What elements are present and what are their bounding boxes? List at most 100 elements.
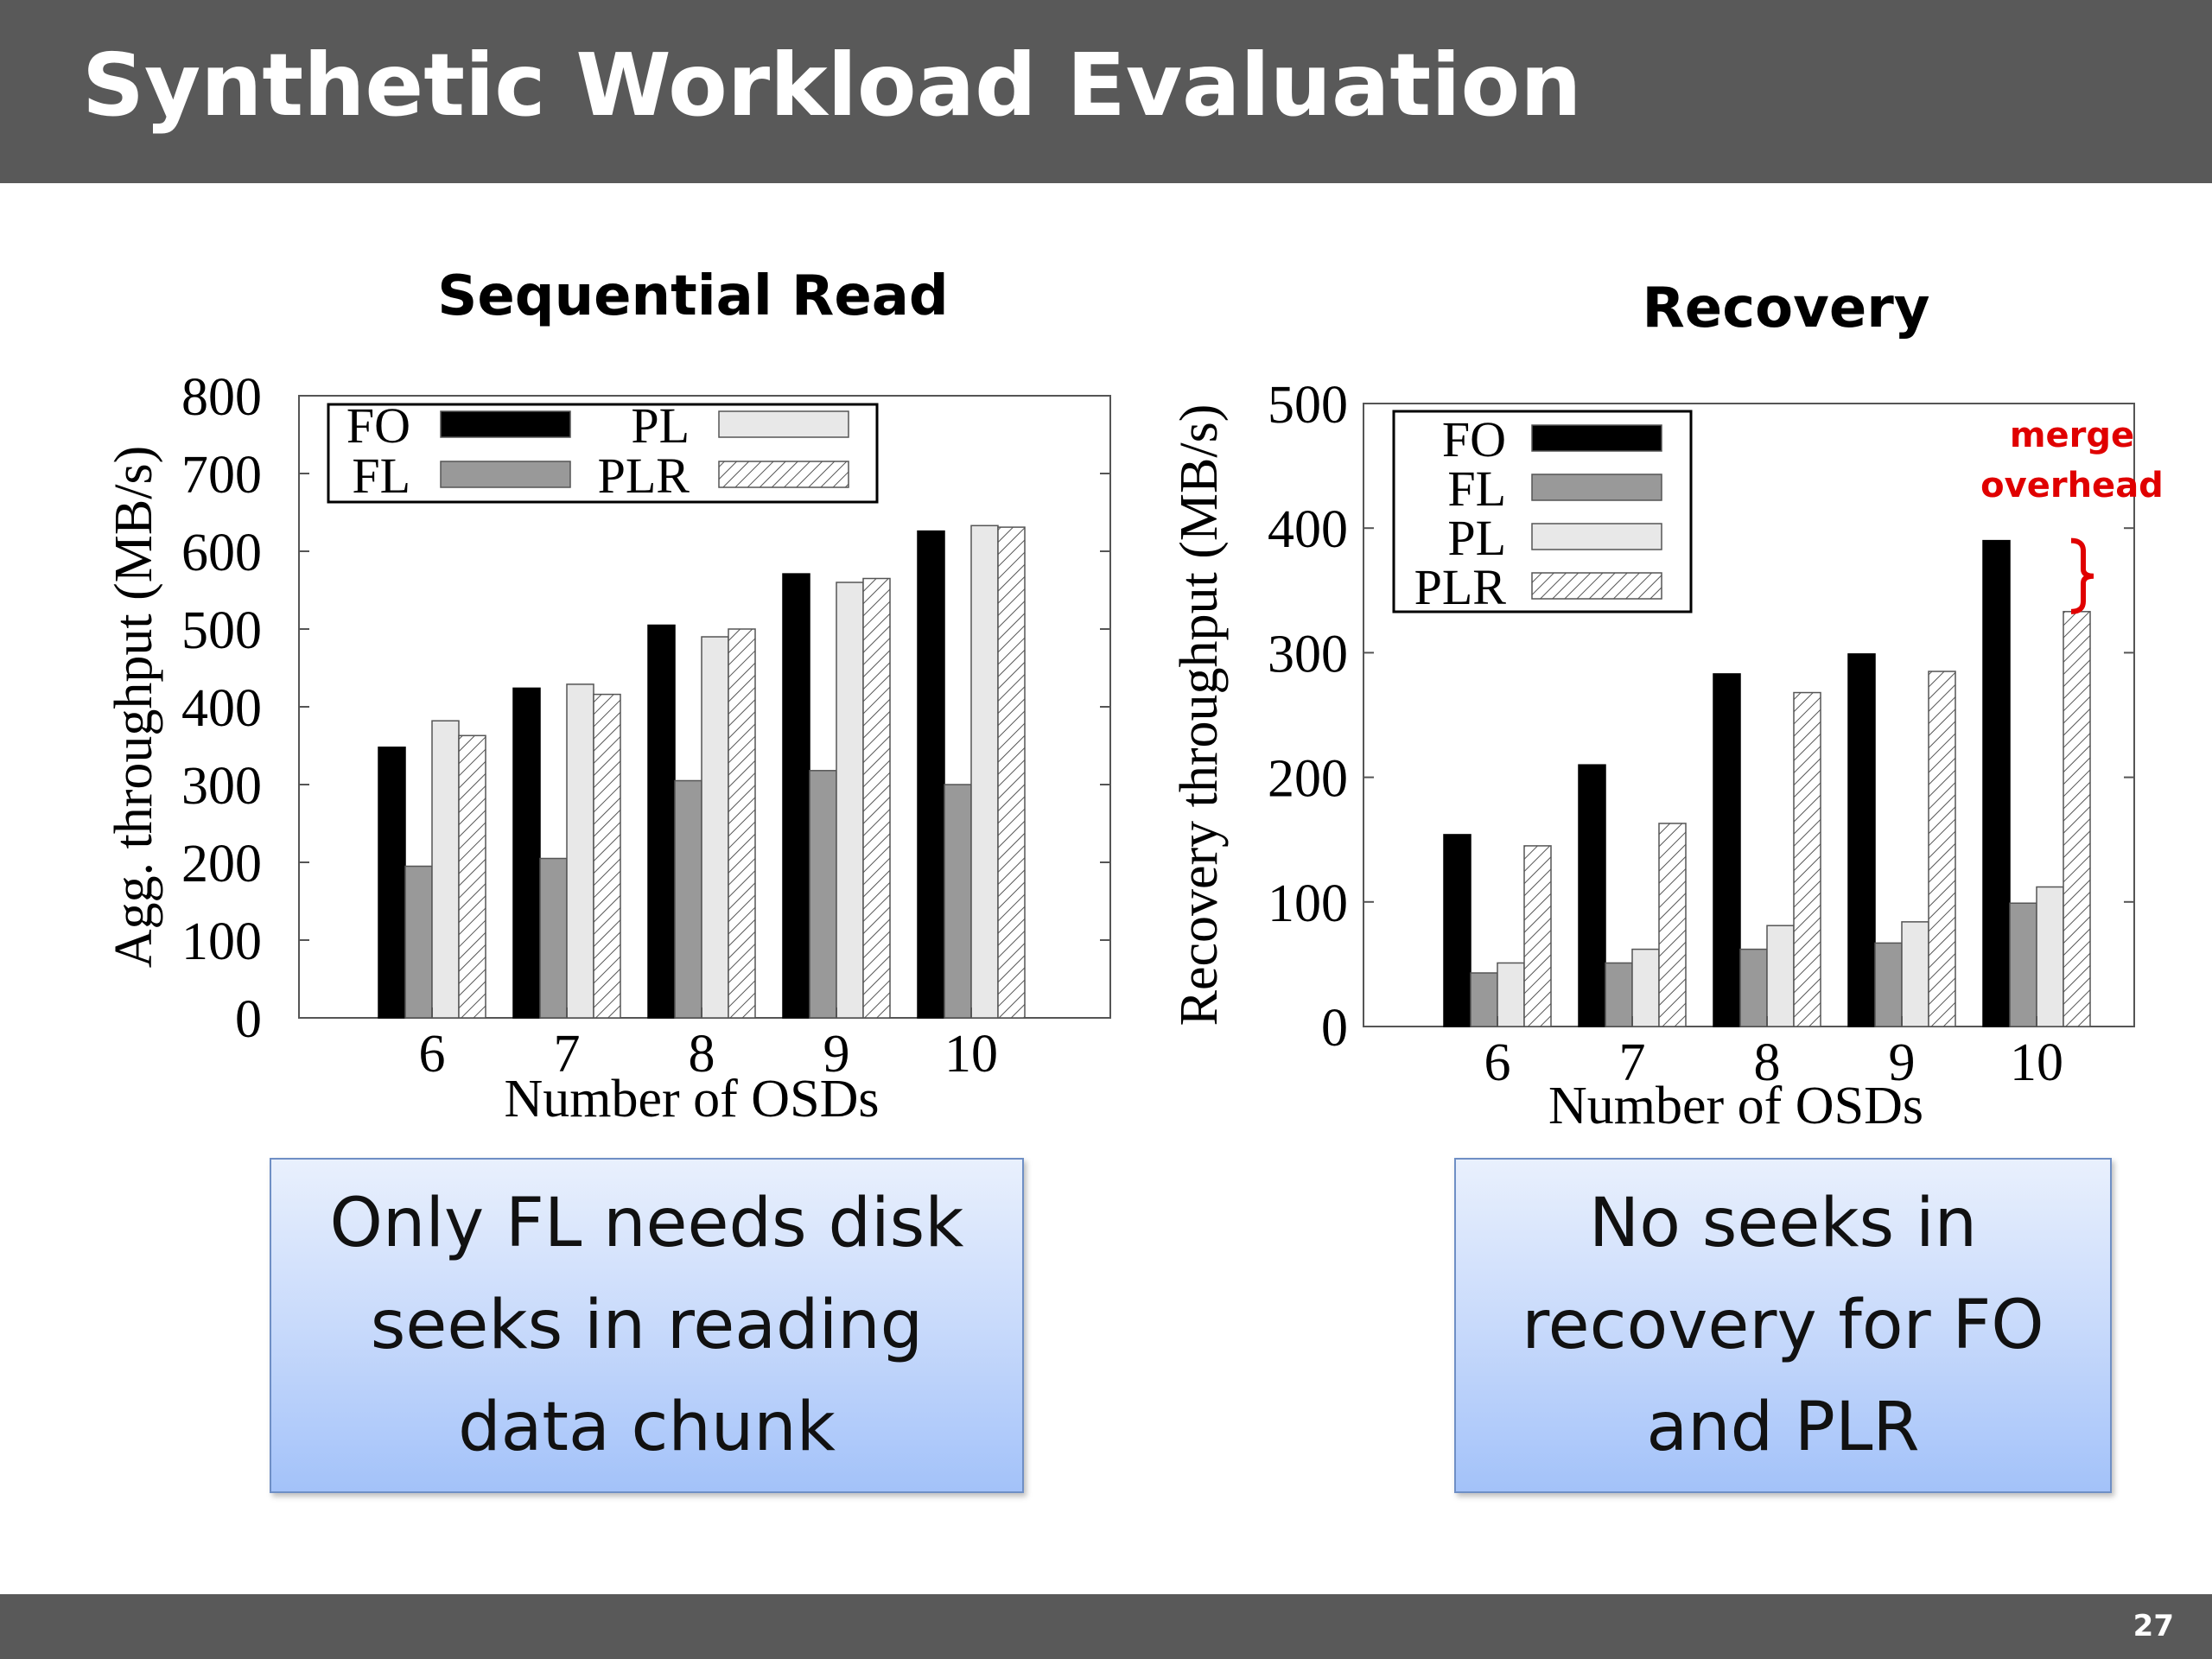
rec-bar-plr-6 [1523, 845, 1552, 1027]
callout-left: Only FL needs disk seeks in reading data… [270, 1158, 1024, 1493]
seq-bar-plr-7 [593, 693, 621, 1019]
rec-bar-plr-7 [1658, 823, 1687, 1027]
seq-bar-fl-6 [404, 865, 433, 1019]
rec-bar-fl-7 [1605, 962, 1633, 1027]
seq-bar-fl-7 [539, 857, 568, 1019]
seq-ytick-label: 600 [181, 524, 262, 582]
seq-legend-label-fo: FO [346, 397, 410, 454]
rec-legend-swatch-fo [1531, 424, 1662, 452]
seq-ytick-label: 700 [181, 446, 262, 505]
seq-bar-pl-6 [431, 720, 460, 1019]
seq-ytick-label: 500 [181, 601, 262, 660]
seq-legend-swatch-fo [440, 410, 571, 438]
rec-xtick-label: 9 [1889, 1033, 1916, 1092]
rec-xtick-label: 10 [2010, 1033, 2063, 1092]
rec-legend-swatch-pl [1531, 523, 1662, 550]
rec-legend-label-pl: PL [1447, 510, 1506, 566]
seq-bar-fo-8 [647, 624, 676, 1019]
rec-xtick-label: 8 [1754, 1033, 1781, 1092]
page-number: 27 [2133, 1609, 2174, 1643]
rec-legend-label-plr: PLR [1414, 559, 1507, 615]
rec-bar-plr-9 [1928, 671, 1956, 1027]
seq-bar-fl-10 [944, 784, 972, 1019]
footer-bar [0, 1594, 2212, 1659]
seq-bar-pl-8 [701, 636, 729, 1019]
callout-right: No seeks in recovery for FO and PLR [1454, 1158, 2112, 1493]
seq-legend-label-plr: PLR [598, 448, 690, 504]
seq-bar-fl-9 [809, 770, 837, 1019]
title-bar [0, 0, 2212, 183]
callout-right-text: No seeks in recovery for FO and PLR [1522, 1185, 2044, 1466]
seq-legend-label-pl: PL [631, 397, 690, 454]
rec-legend-label-fo: FO [1442, 411, 1506, 467]
rec-ytick-label: 100 [1268, 874, 1348, 933]
seq-bar-plr-6 [458, 734, 486, 1019]
rec-bar-pl-8 [1766, 925, 1795, 1027]
seq-ytick-label: 800 [181, 368, 262, 427]
seq-legend-swatch-plr [718, 461, 849, 488]
rec-bar-fo-9 [1847, 653, 1876, 1027]
rec-bar-fo-7 [1578, 764, 1606, 1027]
rec-ytick-label: 400 [1268, 500, 1348, 559]
rec-legend-label-fl: FL [1447, 461, 1506, 517]
rec-x-axis-title: Number of OSDs [1548, 1077, 1923, 1135]
seq-ytick-label: 100 [181, 912, 262, 971]
rec-y-axis-title: Recovery throughput (MB/s) [1170, 404, 1229, 1027]
seq-xtick-label: 6 [419, 1025, 446, 1084]
rec-ytick-label: 0 [1321, 999, 1348, 1058]
seq-legend-swatch-pl [718, 410, 849, 438]
rec-bar-pl-9 [1901, 921, 1929, 1027]
callout-left-text: Only FL needs disk seeks in reading data… [329, 1185, 964, 1466]
seq-ytick-label: 0 [235, 990, 262, 1049]
seq-bar-plr-8 [728, 628, 756, 1019]
rec-xtick-label: 7 [1619, 1033, 1646, 1092]
seq-bar-pl-9 [836, 582, 864, 1019]
seq-bar-plr-10 [997, 526, 1026, 1019]
seq-bar-pl-7 [566, 683, 594, 1019]
rec-bar-fl-9 [1874, 942, 1903, 1027]
merge-overhead-label: merge [2010, 416, 2134, 455]
rec-bar-plr-8 [1793, 691, 1821, 1027]
rec-bar-fl-10 [2009, 902, 2037, 1027]
seq-y-axis-title: Agg. throughput (MB/s) [105, 446, 163, 969]
seq-x-axis-title: Number of OSDs [505, 1070, 880, 1128]
seq-chart-group: 0 100 200 300 400 500 600 700 800 6 7 8 9 10 Number of… [105, 368, 1111, 1128]
seq-bar-fl-8 [674, 779, 702, 1019]
rec-ytick-label: 200 [1268, 750, 1348, 809]
seq-ytick-label: 400 [181, 679, 262, 738]
rec-bar-pl-10 [2036, 886, 2064, 1027]
rec-legend-swatch-plr [1531, 572, 1662, 600]
rec-bar-fl-8 [1739, 948, 1768, 1027]
seq-bar-plr-9 [862, 577, 891, 1019]
merge-overhead-brace [2070, 537, 2094, 614]
rec-bar-fo-6 [1443, 834, 1471, 1027]
chart-title-recovery: Recovery [1642, 276, 1930, 340]
seq-xtick-label: 8 [689, 1025, 715, 1084]
seq-legend-label-fl: FL [352, 448, 410, 504]
seq-xtick-label: 7 [554, 1025, 581, 1084]
seq-ytick-label: 200 [181, 835, 262, 893]
rec-legend-swatch-fl [1531, 474, 1662, 501]
seq-bar-fo-7 [512, 687, 541, 1019]
rec-ytick-label: 300 [1268, 625, 1348, 683]
rec-bar-pl-6 [1497, 962, 1525, 1027]
rec-bar-fl-6 [1470, 972, 1498, 1027]
rec-bar-plr-10 [2063, 611, 2091, 1027]
slide-title: Synthetic Workload Evaluation [82, 35, 1582, 136]
seq-bar-fo-6 [378, 747, 406, 1019]
seq-bar-fo-10 [917, 530, 945, 1019]
rec-bar-fo-10 [1982, 539, 2011, 1027]
merge-overhead-label: overhead [1980, 466, 2164, 505]
rec-bar-pl-7 [1631, 948, 1660, 1027]
seq-bar-fo-9 [782, 573, 810, 1019]
rec-ytick-label: 500 [1268, 376, 1348, 435]
rec-bar-fo-8 [1713, 673, 1741, 1027]
seq-xtick-label: 9 [823, 1025, 850, 1084]
seq-bar-pl-10 [970, 524, 999, 1019]
seq-ytick-label: 300 [181, 757, 262, 816]
seq-legend-swatch-fl [440, 461, 571, 488]
seq-xtick-label: 10 [944, 1025, 998, 1084]
rec-chart-group: 0 100 200 300 400 500 6 7 8 9 10 Number of OSDs Reco… [1170, 376, 2164, 1135]
chart-title-sequential-read: Sequential Read [437, 264, 949, 328]
